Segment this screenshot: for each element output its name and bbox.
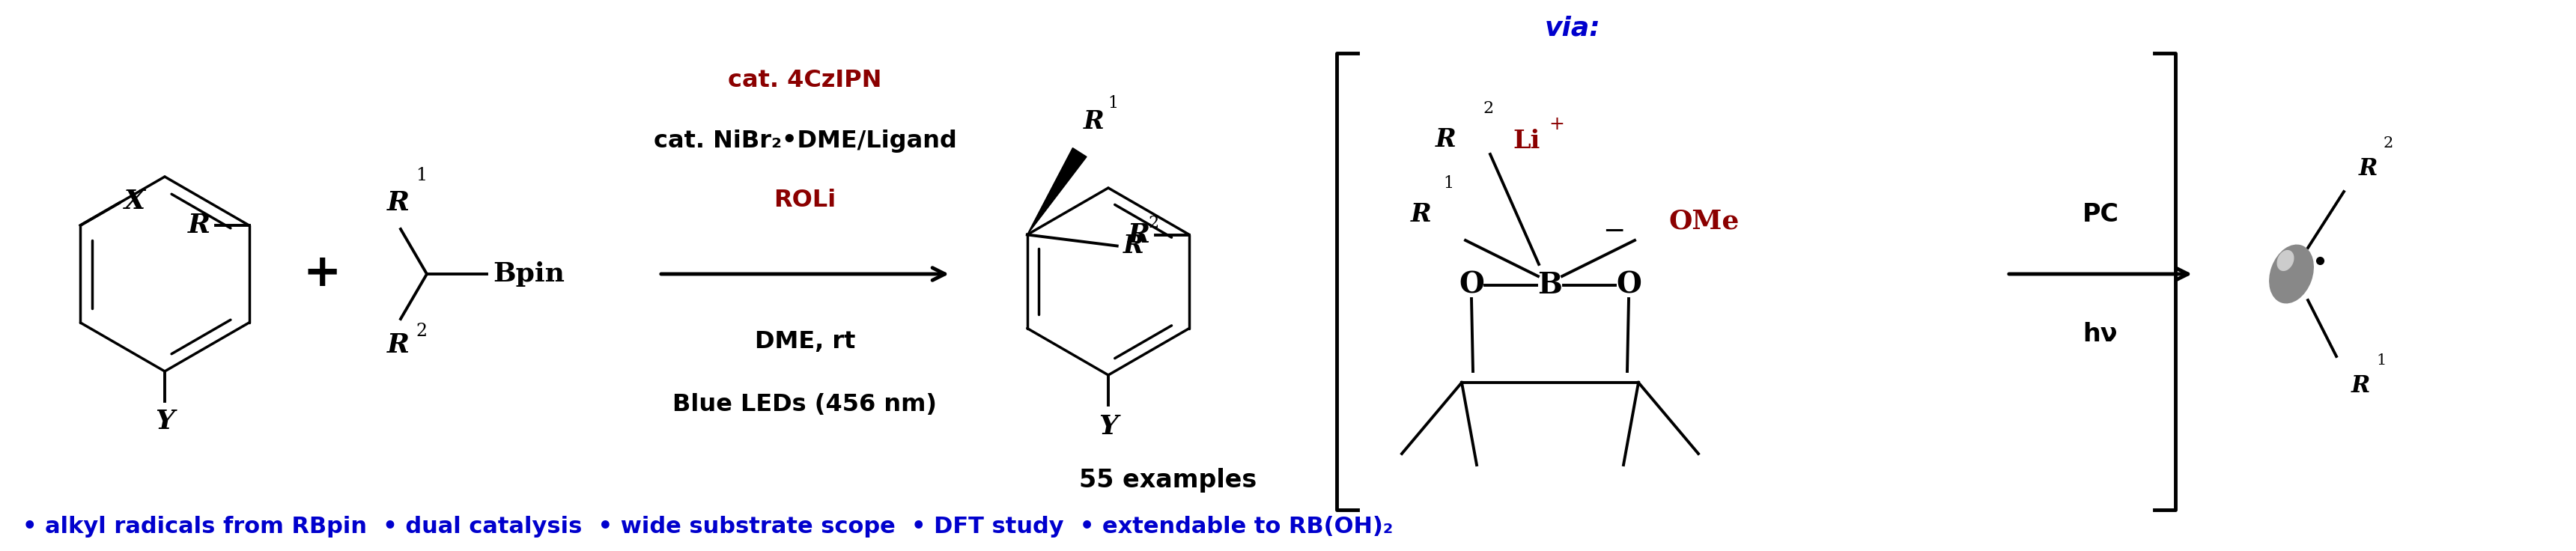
Text: X: X: [124, 188, 144, 214]
Polygon shape: [1028, 148, 1087, 235]
Text: 2: 2: [1484, 100, 1494, 117]
Text: R: R: [1412, 202, 1432, 226]
Text: O: O: [1458, 271, 1484, 299]
Text: 1: 1: [415, 167, 428, 184]
Text: 1: 1: [1443, 175, 1453, 192]
Text: 2: 2: [2383, 136, 2393, 150]
Ellipse shape: [2277, 251, 2293, 271]
Text: Y: Y: [1097, 414, 1118, 440]
Text: cat. NiBr₂•DME/Ligand: cat. NiBr₂•DME/Ligand: [654, 129, 956, 152]
Text: 2: 2: [415, 323, 428, 340]
Text: 1: 1: [2375, 353, 2385, 368]
Text: 2: 2: [1149, 214, 1159, 231]
Text: R: R: [386, 332, 410, 358]
Text: • alkyl radicals from RBpin  • dual catalysis  • wide substrate scope  • DFT stu: • alkyl radicals from RBpin • dual catal…: [23, 516, 1394, 538]
Text: R: R: [1128, 222, 1151, 247]
Text: −: −: [1602, 219, 1625, 244]
Text: Bpin: Bpin: [492, 261, 564, 287]
Text: R: R: [188, 213, 211, 238]
Text: Blue LEDs (456 nm): Blue LEDs (456 nm): [672, 393, 938, 417]
Text: hν: hν: [2084, 322, 2117, 346]
Text: 55 examples: 55 examples: [1079, 468, 1257, 492]
Text: PC: PC: [2081, 202, 2120, 226]
Text: R: R: [2352, 375, 2370, 398]
Text: 1: 1: [1108, 95, 1118, 111]
Ellipse shape: [2269, 245, 2313, 303]
Text: DME, rt: DME, rt: [755, 330, 855, 353]
Text: +: +: [304, 252, 340, 296]
Text: R: R: [1123, 234, 1144, 258]
Text: Li: Li: [1512, 128, 1540, 153]
Text: O: O: [1615, 271, 1641, 299]
Text: ROLi: ROLi: [773, 189, 837, 212]
Text: R: R: [1084, 109, 1105, 134]
Text: B: B: [1538, 271, 1564, 299]
Text: +: +: [1548, 115, 1564, 133]
Text: R: R: [2360, 158, 2378, 181]
Text: R: R: [1435, 127, 1455, 152]
Text: via:: via:: [1546, 16, 1600, 41]
Text: Y: Y: [155, 409, 175, 434]
Text: R: R: [386, 190, 410, 215]
Text: cat. 4CzIPN: cat. 4CzIPN: [729, 69, 881, 93]
Text: OMe: OMe: [1669, 209, 1739, 234]
